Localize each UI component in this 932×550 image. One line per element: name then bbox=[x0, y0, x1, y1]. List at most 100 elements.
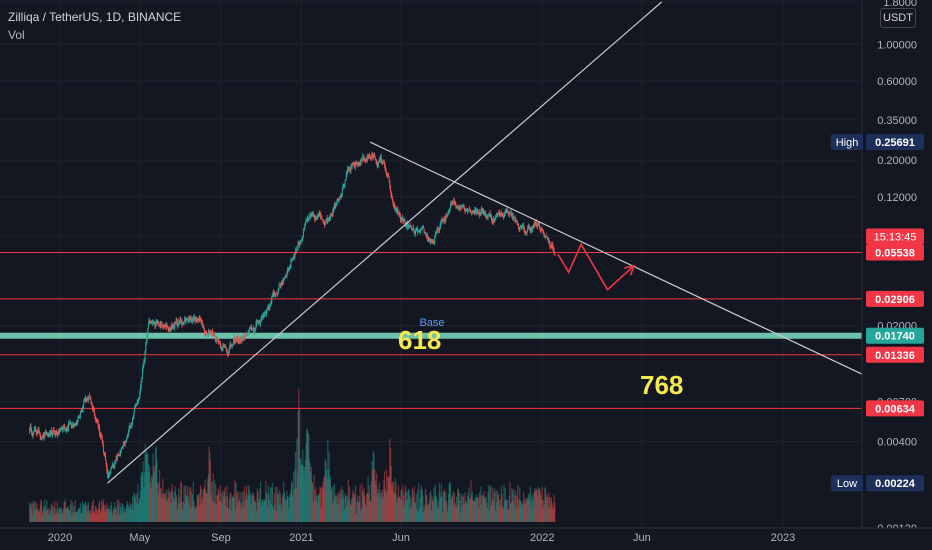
volume-bar bbox=[434, 484, 436, 522]
candle-body bbox=[138, 400, 140, 402]
volume-bar bbox=[44, 506, 47, 522]
candle-body bbox=[300, 241, 302, 242]
currency-button[interactable]: USDT bbox=[880, 8, 916, 28]
candle-body bbox=[53, 430, 55, 432]
candle-body bbox=[517, 223, 519, 225]
trendline bbox=[107, 1, 663, 484]
candle-body bbox=[382, 161, 384, 164]
candle-body bbox=[444, 218, 446, 221]
volume-bar bbox=[248, 489, 250, 522]
volume-bar bbox=[160, 487, 162, 522]
candle-body bbox=[114, 460, 116, 463]
volume-bar bbox=[33, 502, 35, 522]
volume-bar bbox=[442, 491, 444, 522]
volume-bar bbox=[333, 483, 336, 522]
volume-bar bbox=[464, 492, 466, 522]
candle-body bbox=[298, 242, 300, 245]
volume-bar bbox=[414, 502, 417, 522]
candle-body bbox=[421, 228, 422, 230]
candle-body bbox=[250, 326, 252, 328]
candle-body bbox=[231, 345, 233, 347]
candle-body bbox=[308, 217, 310, 221]
volume-bar bbox=[449, 484, 451, 522]
volume-bar bbox=[93, 510, 95, 522]
candle-body bbox=[420, 229, 422, 232]
time-tick-label: 2021 bbox=[289, 532, 313, 544]
candle-body bbox=[211, 330, 213, 333]
candle-body bbox=[391, 198, 393, 201]
volume-bar bbox=[249, 495, 251, 522]
candle-body bbox=[155, 322, 157, 324]
candle-body bbox=[58, 431, 60, 433]
candle-body bbox=[462, 205, 464, 207]
candle-body bbox=[320, 216, 322, 219]
volume-bar bbox=[430, 510, 432, 522]
volume-bar bbox=[294, 469, 296, 522]
candle-body bbox=[455, 204, 457, 207]
candle-body bbox=[353, 163, 355, 165]
drawings bbox=[107, 1, 863, 484]
candle-body bbox=[409, 225, 411, 227]
projection-arrowhead bbox=[624, 264, 636, 276]
candle-body bbox=[76, 422, 78, 424]
volume-bar bbox=[272, 506, 274, 522]
candle-body bbox=[106, 470, 108, 477]
candle-body bbox=[60, 428, 62, 430]
candle-body bbox=[297, 242, 299, 248]
volume-bar bbox=[448, 483, 450, 522]
candle-body bbox=[195, 317, 197, 321]
volume-bar bbox=[147, 452, 149, 522]
volume-bar bbox=[473, 500, 475, 522]
volume-bar bbox=[510, 502, 512, 522]
candle-body bbox=[296, 247, 298, 249]
volume-bar bbox=[212, 473, 214, 522]
candle-body bbox=[362, 156, 364, 159]
candle-body bbox=[84, 399, 86, 402]
volume-bar bbox=[49, 514, 51, 522]
volume-bar bbox=[542, 500, 545, 522]
volume-bar bbox=[128, 509, 130, 522]
candle-body bbox=[442, 219, 444, 222]
candle-body bbox=[190, 318, 192, 321]
volume-bar bbox=[438, 508, 440, 522]
candle-body bbox=[531, 226, 533, 231]
volume-bar bbox=[228, 508, 230, 522]
candle-body bbox=[546, 237, 548, 240]
volume-bar bbox=[508, 495, 510, 522]
candle-body bbox=[411, 229, 413, 230]
candle-body bbox=[125, 440, 127, 442]
volume-bar bbox=[331, 487, 333, 522]
time-axis[interactable]: 2020 May Sep 2021 Jun 2022 Jun 2023 bbox=[0, 527, 932, 550]
volume-bar bbox=[51, 505, 53, 522]
volume-bar bbox=[501, 493, 503, 522]
candle-body bbox=[345, 180, 347, 181]
volume-bar bbox=[431, 495, 433, 522]
candle-body bbox=[186, 318, 188, 320]
volume-bar bbox=[544, 487, 546, 522]
candle-body bbox=[56, 434, 58, 436]
candle-body bbox=[410, 225, 412, 227]
volume-indicator-label[interactable]: Vol bbox=[8, 28, 25, 42]
volume-bar bbox=[358, 496, 361, 522]
volume-bar bbox=[467, 496, 469, 522]
candle-body bbox=[159, 325, 161, 327]
candle-body bbox=[325, 219, 327, 225]
candle-body bbox=[400, 217, 402, 220]
volume-bar bbox=[236, 502, 239, 522]
volume-bar bbox=[53, 507, 55, 522]
candle-body bbox=[159, 323, 161, 326]
candle-body bbox=[37, 431, 39, 435]
candle-body bbox=[358, 162, 360, 166]
candle-body bbox=[463, 208, 465, 210]
volume-bar bbox=[331, 503, 334, 522]
symbol-title[interactable]: Zilliqa / TetherUS, 1D, BINANCE bbox=[8, 10, 182, 24]
volume-bar bbox=[471, 491, 473, 522]
candle-body bbox=[99, 434, 101, 435]
volume-bar bbox=[118, 499, 120, 522]
candle-body bbox=[234, 340, 236, 342]
candle-body bbox=[521, 226, 523, 228]
volume-bar bbox=[204, 479, 206, 522]
volume-bar bbox=[279, 493, 281, 522]
